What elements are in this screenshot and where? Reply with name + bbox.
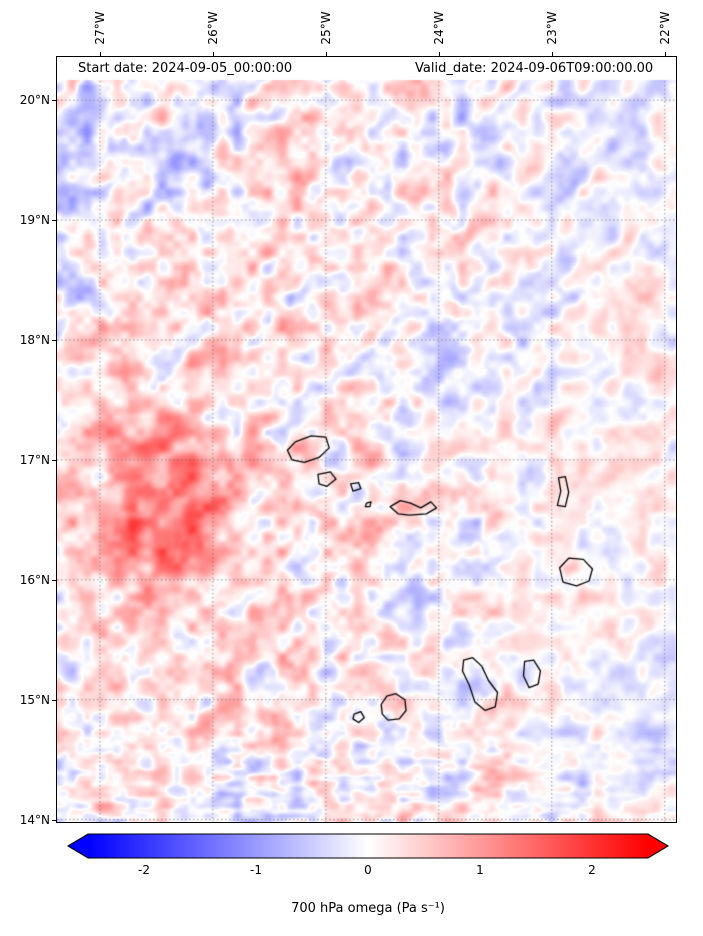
y-axis-tick-label: 18°N: [19, 333, 50, 347]
colorbar-gradient-bar: [66, 833, 670, 859]
y-axis-tick-label: 15°N: [19, 693, 50, 707]
tick-mark: [52, 220, 57, 221]
y-axis-tick-label: 19°N: [19, 213, 50, 227]
tick-mark: [52, 700, 57, 701]
y-axis-tick-label: 16°N: [19, 573, 50, 587]
colorbar-tick-label: 2: [588, 863, 596, 877]
tick-mark: [52, 820, 57, 821]
y-axis-tick-label: 14°N: [19, 813, 50, 827]
y-axis-tick-label: 17°N: [19, 453, 50, 467]
tick-mark: [552, 52, 553, 57]
tick-mark: [52, 100, 57, 101]
tick-mark: [439, 52, 440, 57]
x-axis-tick-label: 27°W: [93, 11, 107, 45]
plot-area: [56, 56, 677, 823]
x-axis-tick-label: 22°W: [658, 11, 672, 45]
tick-mark: [52, 460, 57, 461]
valid-date-label: Valid_date: 2024-09-06T09:00:00.00: [415, 61, 654, 76]
x-axis-tick-label: 24°W: [432, 11, 446, 45]
x-axis-tick-label: 25°W: [319, 11, 333, 45]
colorbar-tick-label: 1: [476, 863, 484, 877]
colorbar-tick-label: 0: [364, 863, 372, 877]
tick-mark: [213, 52, 214, 57]
x-axis-tick-label: 26°W: [206, 11, 220, 45]
x-axis-tick-label: 23°W: [545, 11, 559, 45]
colorbar-label: 700 hPa omega (Pa s⁻¹): [291, 901, 445, 916]
colorbar: [66, 833, 670, 859]
colorbar-tick-label: -2: [138, 863, 150, 877]
tick-mark: [665, 52, 666, 57]
tick-mark: [100, 52, 101, 57]
y-axis-tick-label: 20°N: [19, 93, 50, 107]
tick-mark: [326, 52, 327, 57]
colorbar-tick-label: -1: [250, 863, 262, 877]
field-canvas: [57, 57, 676, 822]
tick-mark: [52, 580, 57, 581]
tick-mark: [52, 340, 57, 341]
start-date-label: Start date: 2024-09-05_00:00:00: [78, 61, 293, 76]
